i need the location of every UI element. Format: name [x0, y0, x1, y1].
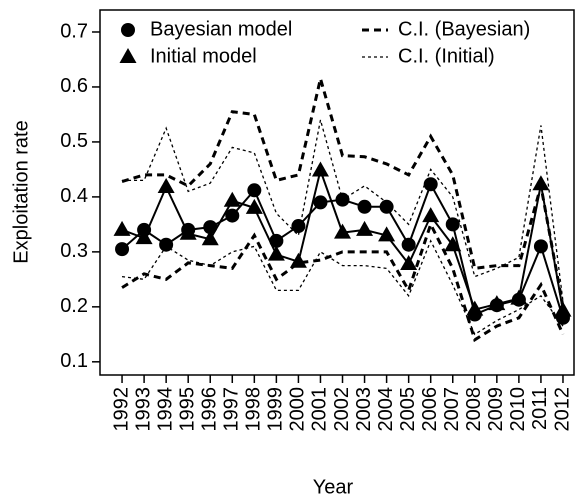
data-point [201, 230, 219, 246]
legend-label: Bayesian model [150, 18, 292, 40]
data-point [510, 289, 528, 305]
x-tick-label: 1999 [265, 387, 287, 432]
ci-lower-line [121, 220, 565, 343]
x-axis-label: Year [313, 476, 354, 498]
data-point [532, 175, 550, 191]
data-point [334, 223, 352, 239]
x-tick-label: 1993 [132, 387, 154, 432]
x-tick-label: 2001 [309, 387, 331, 432]
data-point [267, 245, 285, 261]
data-point [157, 178, 175, 194]
x-tick-label: 1992 [110, 387, 132, 432]
x-tick-label: 2003 [353, 387, 375, 432]
x-tick-label: 2002 [331, 387, 353, 432]
x-tick-label: 1995 [176, 387, 198, 432]
data-point [423, 177, 438, 192]
x-tick-label: 1994 [154, 387, 176, 432]
data-point [335, 192, 350, 207]
x-tick-label: 1996 [199, 387, 221, 432]
y-tick-label: 0.4 [60, 185, 88, 207]
legend-marker [119, 48, 137, 63]
y-tick-label: 0.7 [60, 20, 88, 42]
y-tick-label: 0.5 [60, 130, 88, 152]
x-tick-label: 2011 [529, 387, 551, 430]
x-tick-label: 2009 [485, 387, 507, 432]
data-point [378, 226, 396, 242]
x-tick-label: 1997 [221, 387, 243, 432]
data-point [313, 195, 328, 210]
data-point [115, 242, 130, 257]
x-tick-label: 1998 [243, 387, 265, 432]
x-tick-label: 2005 [397, 387, 419, 432]
x-tick-label: 2012 [551, 387, 573, 432]
data-point [356, 220, 374, 236]
data-point [159, 237, 174, 252]
legend-marker [121, 23, 135, 37]
data-point [466, 300, 484, 316]
y-tick-label: 0.2 [60, 295, 88, 317]
x-tick-label: 2008 [463, 387, 485, 432]
data-point [400, 254, 418, 270]
y-tick-label: 0.6 [60, 75, 88, 97]
data-point [135, 229, 153, 245]
data-point [445, 217, 460, 232]
data-point [379, 199, 394, 214]
ci-upper-line [121, 78, 565, 308]
data-point [422, 207, 440, 223]
legend-label: C.I. (Bayesian) [398, 18, 530, 40]
ci-lower-line [121, 239, 564, 336]
x-tick-label: 2000 [287, 387, 309, 432]
x-tick-label: 2006 [419, 387, 441, 432]
data-point [113, 220, 131, 236]
data-point [289, 252, 307, 268]
data-point [357, 199, 372, 214]
legend-label: Initial model [150, 45, 257, 67]
x-tick-label: 2010 [507, 387, 529, 432]
y-axis-label: Exploitation rate [10, 120, 32, 263]
data-point [203, 220, 218, 235]
data-point [269, 233, 284, 248]
data-point [247, 183, 262, 198]
data-point [179, 224, 197, 240]
data-point [488, 295, 506, 311]
x-tick-label: 2007 [441, 387, 463, 432]
y-tick-label: 0.1 [60, 350, 88, 372]
legend-label: C.I. (Initial) [398, 45, 495, 67]
data-point [311, 161, 329, 177]
data-point [223, 191, 241, 207]
data-point [225, 208, 240, 223]
ci-upper-line [122, 119, 564, 302]
x-tick-label: 2004 [375, 387, 397, 432]
y-tick-label: 0.3 [60, 240, 88, 262]
plot-frame [99, 9, 575, 376]
data-point [533, 239, 548, 254]
data-point [245, 198, 263, 214]
data-point [401, 237, 416, 252]
data-point [291, 219, 306, 234]
data-point [444, 236, 462, 252]
data-point [554, 301, 572, 317]
